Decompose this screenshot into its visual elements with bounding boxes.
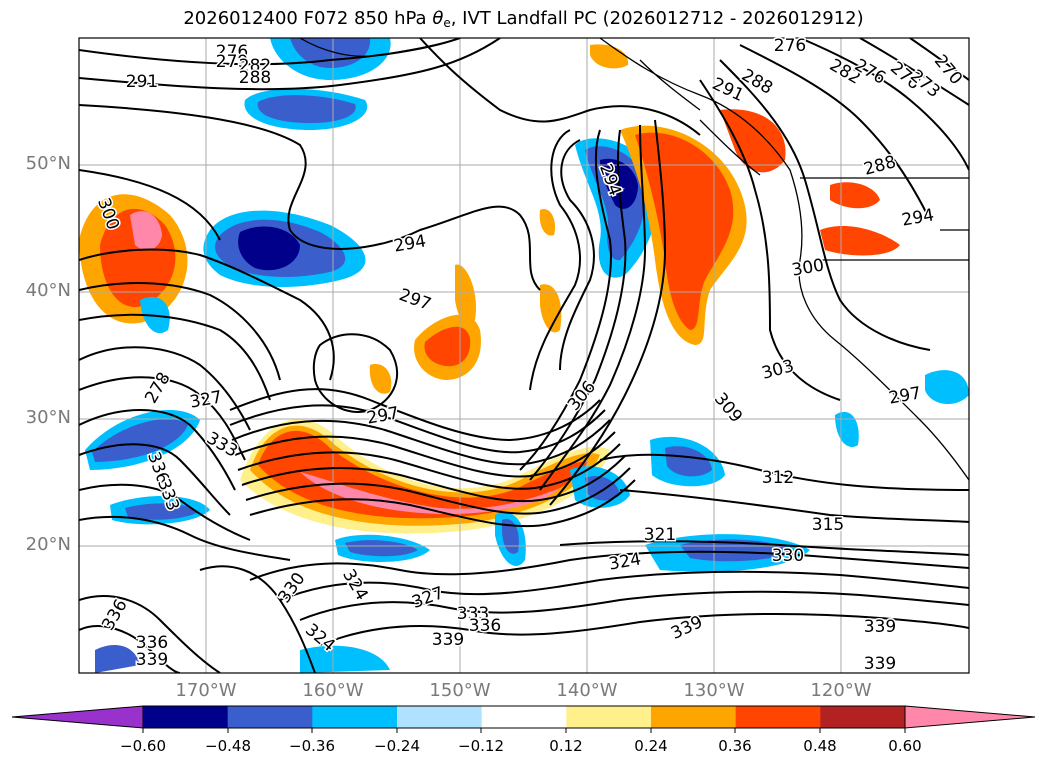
contour-label: 279 (216, 52, 248, 72)
theta-e-contours (79, 38, 969, 673)
lon-label-130w: 130°W (683, 680, 745, 701)
lat-label-20n: 20°N (25, 534, 71, 555)
warm-band-core (300, 472, 560, 515)
colorbar-tick-label: −0.36 (289, 737, 335, 755)
colorbar-tick-label: −0.12 (458, 737, 504, 755)
sw-cold-band-core (92, 419, 188, 462)
bottom-cold-2 (95, 645, 140, 673)
contour-label: 339 (864, 617, 896, 637)
colorbar-tick-label: 0.36 (718, 737, 752, 755)
contour-label: 282 (239, 56, 271, 76)
contour-label: 339 (864, 654, 896, 674)
bottom-cold-1 (300, 645, 390, 673)
colorbar-tick-label: −0.60 (120, 737, 166, 755)
nw-cold-core (238, 226, 300, 271)
colorbar-tick-label: −0.24 (374, 737, 420, 755)
east-cold-edge (925, 370, 969, 405)
lat-label-50n: 50°N (25, 153, 71, 174)
central-warm-4 (369, 364, 392, 394)
colorbar-tick-label: 0.24 (634, 737, 668, 755)
colorbar-tick-label: 0.48 (803, 737, 837, 755)
contour-label: 276 (774, 36, 806, 56)
contour-label: 291 (126, 72, 158, 92)
east-cold-3-core (502, 518, 519, 554)
lat-label-30n: 30°N (25, 407, 71, 428)
lon-label-120w: 120°W (810, 680, 872, 701)
top-cold-2-core (257, 95, 356, 124)
contour-label: 336 (136, 633, 168, 653)
lon-label-140w: 140°W (556, 680, 618, 701)
east-warm-tongue-red (635, 132, 734, 330)
contour-label: 321 (644, 525, 676, 545)
warm-band-red (258, 430, 588, 519)
contour-label: 330 (772, 546, 804, 566)
colorbar-tick-label: 0.12 (549, 737, 583, 755)
west-warm-pink (130, 211, 162, 251)
contour-label: 339 (432, 630, 464, 650)
contour-label: 339 (136, 650, 168, 670)
contour-label: 276 (216, 42, 248, 62)
map-background (79, 38, 969, 673)
contour-label: 315 (812, 515, 844, 535)
se-cold-1-core (665, 446, 712, 477)
ne-warm-2 (830, 182, 880, 209)
contour-label: 336 (469, 616, 501, 636)
top-center-warm (590, 44, 629, 69)
lon-label-170w: 170°W (175, 680, 237, 701)
sw-cold-2-core (125, 503, 198, 520)
contour-label: 333 (457, 604, 489, 624)
lon-label-160w: 160°W (302, 680, 364, 701)
colorbar-tick-label: 0.60 (888, 737, 922, 755)
contour-label: 312 (762, 468, 794, 488)
top-cold-1-core (290, 38, 371, 68)
sc-cold-core (345, 540, 418, 557)
lon-label-150w: 150°W (429, 680, 491, 701)
central-warm-5 (539, 209, 556, 236)
gridlines (79, 38, 969, 673)
central-warm-1-core (424, 326, 471, 367)
coastlines (299, 38, 969, 481)
lat-label-40n: 40°N (25, 280, 71, 301)
colorbar-tick-label: −0.48 (205, 737, 251, 755)
contour-label: 288 (239, 68, 271, 88)
ne-warm (720, 109, 786, 173)
map-title: 2026012400 F072 850 hPa θe, IVT Landfall… (183, 8, 864, 30)
ne-warm-3 (820, 225, 900, 256)
map-frame (78, 37, 970, 674)
